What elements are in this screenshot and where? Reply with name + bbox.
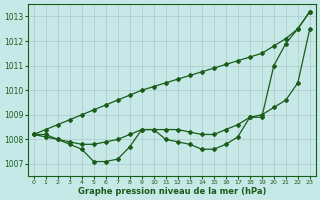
X-axis label: Graphe pression niveau de la mer (hPa): Graphe pression niveau de la mer (hPa)	[77, 187, 266, 196]
